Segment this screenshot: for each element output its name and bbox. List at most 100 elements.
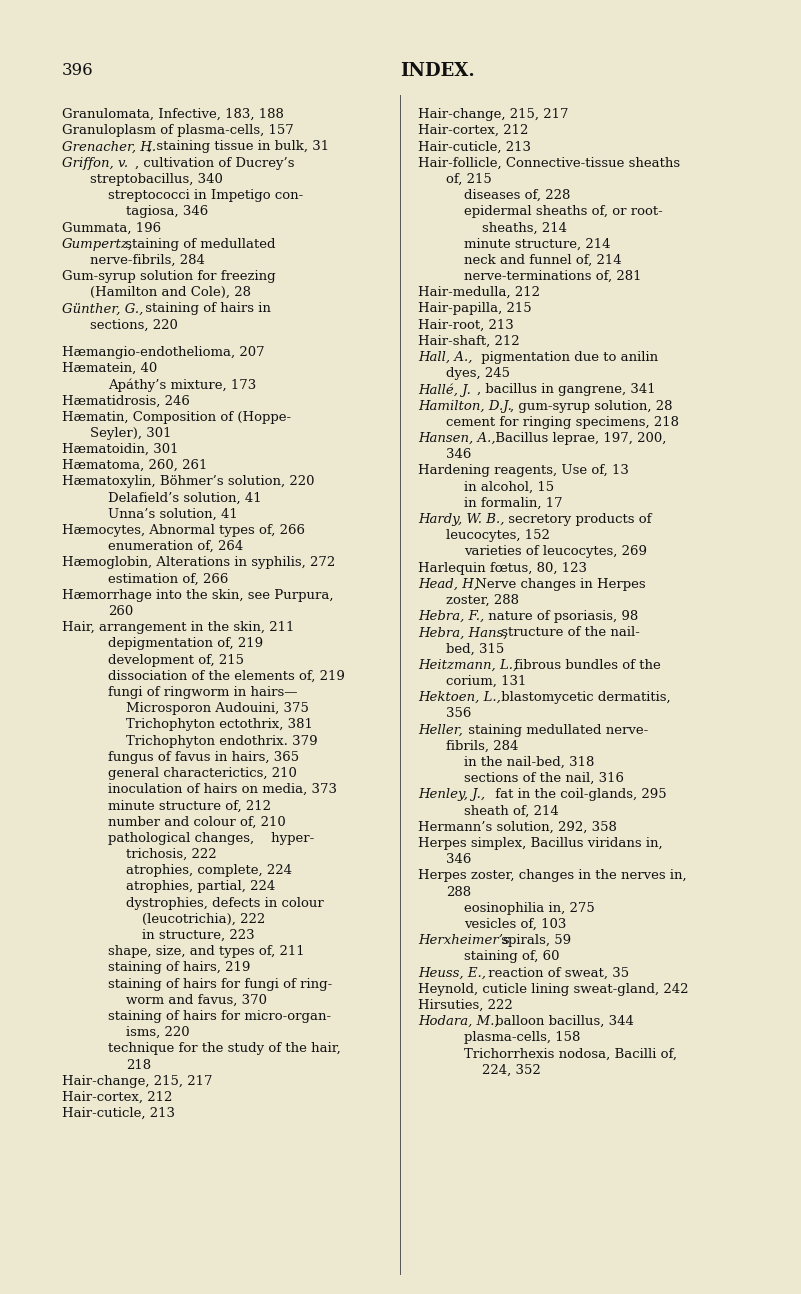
Text: Günther, G.,: Günther, G., (62, 303, 143, 316)
Text: , gum-syrup solution, 28: , gum-syrup solution, 28 (510, 400, 673, 413)
Text: staining of hairs, 219: staining of hairs, 219 (108, 961, 251, 974)
Text: estimation of, 266: estimation of, 266 (108, 573, 228, 586)
Text: minute structure of, 212: minute structure of, 212 (108, 800, 271, 813)
Text: 218: 218 (126, 1058, 151, 1071)
Text: , staining tissue in bulk, 31: , staining tissue in bulk, 31 (147, 141, 329, 154)
Text: bed, 315: bed, 315 (446, 643, 505, 656)
Text: fungus of favus in hairs, 365: fungus of favus in hairs, 365 (108, 751, 299, 763)
Text: sections, 220: sections, 220 (90, 318, 178, 331)
Text: dystrophies, defects in colour: dystrophies, defects in colour (126, 897, 324, 910)
Text: leucocytes, 152: leucocytes, 152 (446, 529, 549, 542)
Text: sheath of, 214: sheath of, 214 (464, 805, 559, 818)
Text: in structure, 223: in structure, 223 (142, 929, 255, 942)
Text: Hair-medulla, 212: Hair-medulla, 212 (418, 286, 540, 299)
Text: Hair-change, 215, 217: Hair-change, 215, 217 (418, 107, 569, 122)
Text: 356: 356 (446, 708, 471, 721)
Text: Head, H,: Head, H, (418, 578, 478, 591)
Text: Hermann’s solution, 292, 358: Hermann’s solution, 292, 358 (418, 820, 617, 833)
Text: in formalin, 17: in formalin, 17 (464, 497, 562, 510)
Text: 224, 352: 224, 352 (482, 1064, 541, 1077)
Text: Hebra, F.,: Hebra, F., (418, 611, 485, 624)
Text: reaction of sweat, 35: reaction of sweat, 35 (484, 967, 629, 980)
Text: sheaths, 214: sheaths, 214 (482, 221, 567, 234)
Text: Granulomata, Infective, 183, 188: Granulomata, Infective, 183, 188 (62, 107, 284, 122)
Text: Hæmatoma, 260, 261: Hæmatoma, 260, 261 (62, 459, 207, 472)
Text: Trichophyton ectothrix, 381: Trichophyton ectothrix, 381 (126, 718, 313, 731)
Text: Apáthy’s mixture, 173: Apáthy’s mixture, 173 (108, 378, 256, 392)
Text: zoster, 288: zoster, 288 (446, 594, 519, 607)
Text: Microsporon Audouini, 375: Microsporon Audouini, 375 (126, 703, 309, 716)
Text: , cultivation of Ducrey’s: , cultivation of Ducrey’s (135, 157, 294, 170)
Text: Herpes simplex, Bacillus viridans in,: Herpes simplex, Bacillus viridans in, (418, 837, 662, 850)
Text: cement for ringing specimens, 218: cement for ringing specimens, 218 (446, 415, 679, 428)
Text: structure of the nail-: structure of the nail- (497, 626, 640, 639)
Text: pigmentation due to anilin: pigmentation due to anilin (477, 351, 658, 364)
Text: , bacillus in gangrene, 341: , bacillus in gangrene, 341 (477, 383, 656, 396)
Text: (leucotrichia), 222: (leucotrichia), 222 (142, 912, 265, 925)
Text: atrophies, complete, 224: atrophies, complete, 224 (126, 864, 292, 877)
Text: fat in the coil-glands, 295: fat in the coil-glands, 295 (490, 788, 666, 801)
Text: Herpes zoster, changes in the nerves in,: Herpes zoster, changes in the nerves in, (418, 870, 686, 883)
Text: 346: 346 (446, 853, 471, 866)
Text: streptobacillus, 340: streptobacillus, 340 (90, 173, 223, 186)
Text: Hair-shaft, 212: Hair-shaft, 212 (418, 335, 520, 348)
Text: neck and funnel of, 214: neck and funnel of, 214 (464, 254, 622, 267)
Text: staining of medullated: staining of medullated (122, 238, 276, 251)
Text: 346: 346 (446, 448, 471, 461)
Text: number and colour of, 210: number and colour of, 210 (108, 815, 286, 828)
Text: nerve-fibrils, 284: nerve-fibrils, 284 (90, 254, 205, 267)
Text: technique for the study of the hair,: technique for the study of the hair, (108, 1043, 340, 1056)
Text: 288: 288 (446, 885, 471, 898)
Text: Hæmocytes, Abnormal types of, 266: Hæmocytes, Abnormal types of, 266 (62, 524, 305, 537)
Text: Gummata, 196: Gummata, 196 (62, 221, 161, 234)
Text: nature of psoriasis, 98: nature of psoriasis, 98 (484, 611, 638, 624)
Text: epidermal sheaths of, or root-: epidermal sheaths of, or root- (464, 206, 662, 219)
Text: Trichorrhexis nodosa, Bacilli of,: Trichorrhexis nodosa, Bacilli of, (464, 1048, 677, 1061)
Text: of, 215: of, 215 (446, 173, 492, 186)
Text: atrophies, partial, 224: atrophies, partial, 224 (126, 880, 276, 893)
Text: fibrils, 284: fibrils, 284 (446, 740, 518, 753)
Text: staining of hairs in: staining of hairs in (141, 303, 271, 316)
Text: staining of, 60: staining of, 60 (464, 950, 560, 964)
Text: dissociation of the elements of, 219: dissociation of the elements of, 219 (108, 670, 345, 683)
Text: Gumpertz,: Gumpertz, (62, 238, 133, 251)
Text: diseases of, 228: diseases of, 228 (464, 189, 570, 202)
Text: Hirsuties, 222: Hirsuties, 222 (418, 999, 513, 1012)
Text: Hair-follicle, Connective-tissue sheaths: Hair-follicle, Connective-tissue sheaths (418, 157, 680, 170)
Text: streptococci in Impetigo con-: streptococci in Impetigo con- (108, 189, 304, 202)
Text: Herxheimer’s: Herxheimer’s (418, 934, 509, 947)
Text: (Hamilton and Cole), 28: (Hamilton and Cole), 28 (90, 286, 251, 299)
Text: Hair-cortex, 212: Hair-cortex, 212 (418, 124, 529, 137)
Text: nerve-terminations of, 281: nerve-terminations of, 281 (464, 270, 642, 283)
Text: sections of the nail, 316: sections of the nail, 316 (464, 773, 624, 785)
Text: Hæmatoxylin, Böhmer’s solution, 220: Hæmatoxylin, Böhmer’s solution, 220 (62, 475, 315, 488)
Text: Seyler), 301: Seyler), 301 (90, 427, 171, 440)
Text: Hæmatidrosis, 246: Hæmatidrosis, 246 (62, 395, 190, 408)
Text: Granuloplasm of plasma-cells, 157: Granuloplasm of plasma-cells, 157 (62, 124, 294, 137)
Text: Griffon, v.: Griffon, v. (62, 157, 128, 170)
Text: 396: 396 (62, 62, 94, 79)
Text: Hansen, A.,: Hansen, A., (418, 432, 496, 445)
Text: in the nail-bed, 318: in the nail-bed, 318 (464, 756, 594, 769)
Text: vesicles of, 103: vesicles of, 103 (464, 917, 566, 930)
Text: Bacillus leprae, 197, 200,: Bacillus leprae, 197, 200, (490, 432, 666, 445)
Text: Harlequin fœtus, 80, 123: Harlequin fœtus, 80, 123 (418, 562, 587, 575)
Text: minute structure, 214: minute structure, 214 (464, 238, 610, 251)
Text: Heller,: Heller, (418, 723, 463, 736)
Text: secretory products of: secretory products of (504, 512, 651, 525)
Text: worm and favus, 370: worm and favus, 370 (126, 994, 267, 1007)
Text: shape, size, and types of, 211: shape, size, and types of, 211 (108, 945, 304, 958)
Text: 260: 260 (108, 606, 133, 619)
Text: Hebra, Hans,: Hebra, Hans, (418, 626, 508, 639)
Text: in alcohol, 15: in alcohol, 15 (464, 480, 554, 493)
Text: Henley, J.,: Henley, J., (418, 788, 485, 801)
Text: Hæmoglobin, Alterations in syphilis, 272: Hæmoglobin, Alterations in syphilis, 272 (62, 556, 336, 569)
Text: Hæmatin, Composition of (Hoppe-: Hæmatin, Composition of (Hoppe- (62, 410, 291, 423)
Text: Hair-papilla, 215: Hair-papilla, 215 (418, 303, 532, 316)
Text: general characterictics, 210: general characterictics, 210 (108, 767, 297, 780)
Text: Heuss, E.,: Heuss, E., (418, 967, 486, 980)
Text: Hamilton, D.J.: Hamilton, D.J. (418, 400, 512, 413)
Text: Grenacher, H.: Grenacher, H. (62, 141, 156, 154)
Text: balloon bacillus, 344: balloon bacillus, 344 (490, 1016, 634, 1029)
Text: Hæmatoidin, 301: Hæmatoidin, 301 (62, 443, 179, 455)
